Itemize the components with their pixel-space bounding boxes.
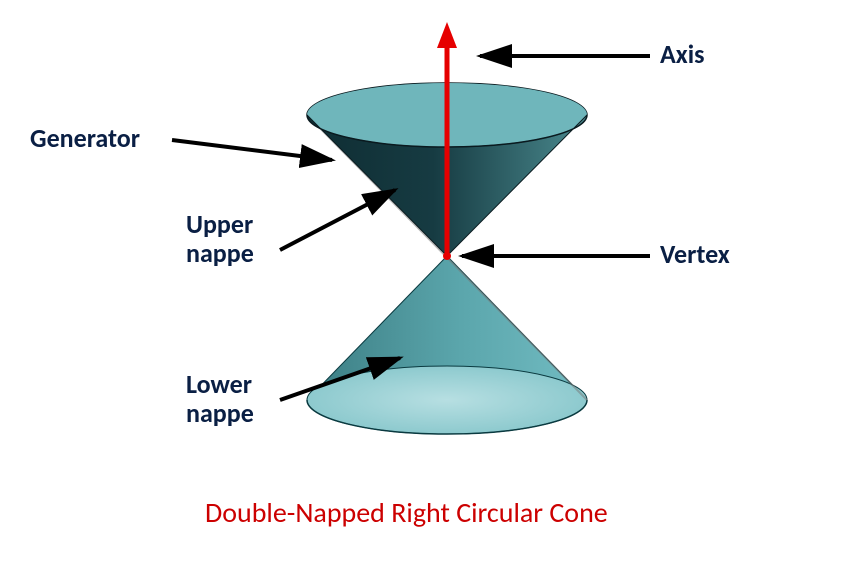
double-cone-figure	[0, 0, 856, 565]
lower-nappe-shape	[307, 256, 587, 434]
label-axis: Axis	[660, 40, 704, 69]
label-vertex: Vertex	[660, 240, 730, 269]
label-upper-nappe: Upper nappe	[186, 210, 254, 267]
diagram-caption: Double-Napped Right Circular Cone	[205, 495, 608, 530]
diagram-stage: Generator Axis Vertex Upper nappe Lower …	[0, 0, 856, 565]
label-lower-nappe: Lower nappe	[186, 370, 254, 427]
vertex-dot	[443, 252, 451, 260]
arrow-upper-nappe	[280, 190, 395, 250]
label-generator: Generator	[30, 124, 140, 153]
arrow-generator	[172, 140, 332, 160]
